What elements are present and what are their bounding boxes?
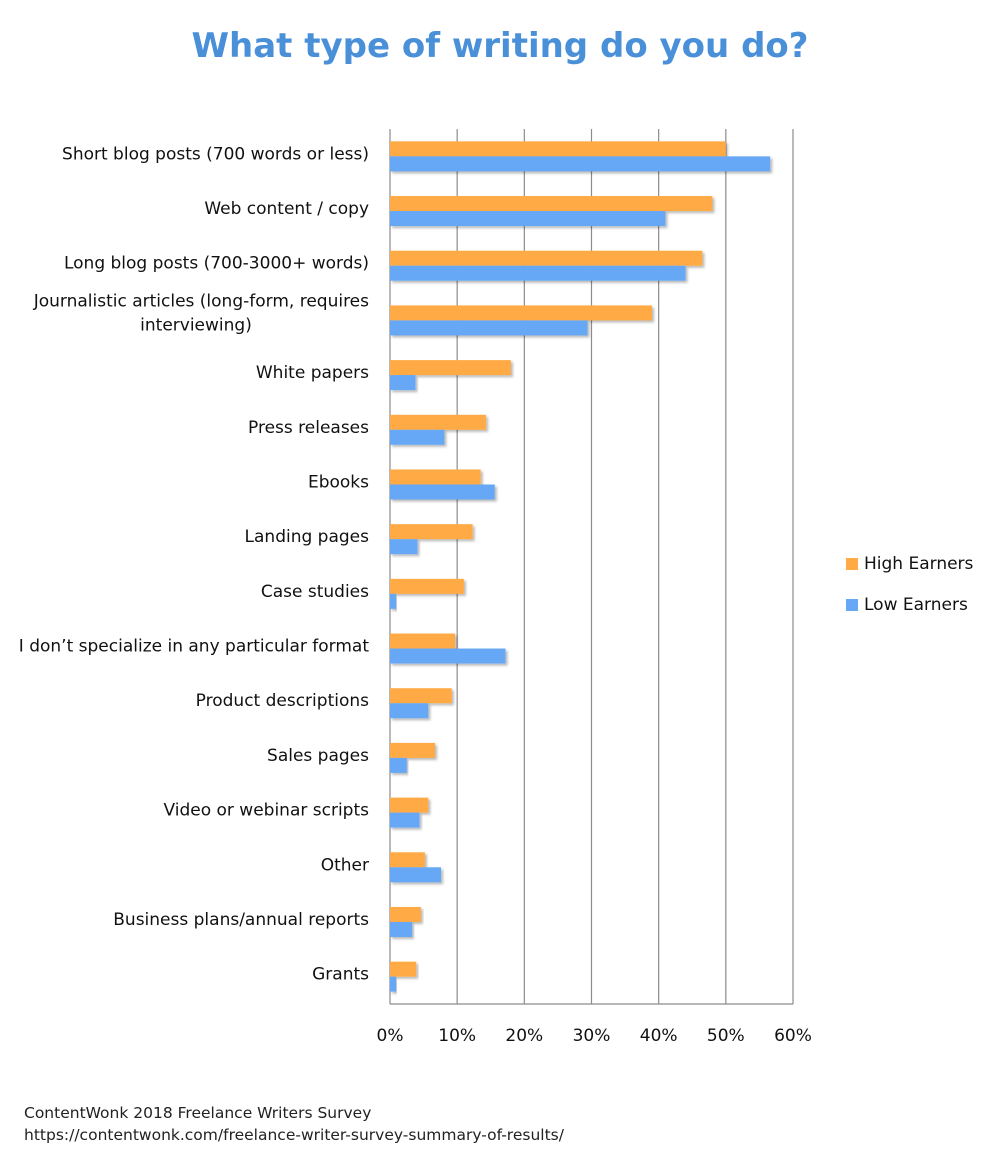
bar-high-earners-other [390, 852, 425, 868]
bar-low-earners-grants [390, 976, 397, 992]
chart-title: What type of writing do you do? [191, 26, 809, 66]
source-text: ContentWonk 2018 Freelance Writers Surve… [24, 1104, 372, 1122]
bar-high-earners-i-don-t-specialize-in-any-particular-format [390, 633, 456, 649]
bar-low-earners-other [390, 867, 442, 883]
footer: ContentWonk 2018 Freelance Writers Surve… [24, 1102, 564, 1146]
category-label: Ebooks [308, 472, 369, 492]
category-label: Short blog posts (700 words or less) [62, 144, 369, 164]
category-label: I don’t specialize in any particular for… [19, 637, 370, 657]
bar-low-earners-business-plans-annual-reports [390, 921, 413, 937]
bar-high-earners-landing-pages [390, 524, 473, 540]
bar-chart: Short blog posts (700 words or less) Web … [19, 129, 812, 1046]
bar-low-earners-web-content-copy [390, 211, 666, 227]
bar-low-earners-video-or-webinar-scripts [390, 812, 420, 828]
category-labels: Short blog posts (700 words or less) Web … [19, 144, 370, 984]
category-label: White papers [256, 363, 369, 383]
bar-low-earners-sales-pages [390, 757, 407, 773]
bar-low-earners-product-descriptions [390, 703, 429, 719]
bar-high-earners-white-papers [390, 360, 511, 376]
category-label: Other [321, 855, 369, 875]
bar-low-earners-press-releases [390, 429, 445, 445]
category-label: interviewing) [140, 315, 252, 335]
category-label: Web content / copy [204, 199, 369, 219]
x-tick-label: 30% [573, 1026, 611, 1046]
legend-label-low-earners: Low Earners [864, 595, 968, 615]
category-label: Long blog posts (700-3000+ words) [64, 254, 369, 274]
category-label: Case studies [261, 582, 369, 602]
legend: High Earners Low Earners [846, 552, 973, 634]
x-tick-label: 60% [774, 1026, 812, 1046]
category-label: Journalistic articles (long-form, requir… [33, 291, 369, 311]
bar-high-earners-video-or-webinar-scripts [390, 797, 429, 813]
bar-low-earners-i-don-t-specialize-in-any-particular-format [390, 648, 506, 664]
bars [390, 141, 771, 992]
legend-swatch-low-earners [846, 599, 858, 611]
bar-low-earners-landing-pages [390, 539, 418, 555]
x-tick-labels: 0% 10% 20% 30% 40% 50% 60% [377, 1026, 812, 1046]
bar-low-earners-case-studies [390, 593, 397, 609]
bar-high-earners-business-plans-annual-reports [390, 906, 421, 922]
category-label: Grants [312, 965, 369, 985]
bar-high-earners-web-content-copy [390, 196, 713, 212]
bar-low-earners-white-papers [390, 375, 416, 391]
x-tick-label: 50% [707, 1026, 745, 1046]
legend-item-high-earners: High Earners [846, 552, 973, 576]
bar-high-earners-grants [390, 961, 417, 977]
bar-low-earners-short-blog-posts-700-words-or-less [390, 156, 771, 172]
bar-high-earners-long-blog-posts-700-3000-words [390, 250, 703, 266]
bar-high-earners-product-descriptions [390, 688, 452, 704]
x-tick-label: 40% [640, 1026, 678, 1046]
legend-swatch-high-earners [846, 558, 858, 570]
x-tick-label: 10% [438, 1026, 476, 1046]
bar-high-earners-ebooks [390, 469, 481, 485]
legend-label-high-earners: High Earners [864, 554, 974, 574]
bar-low-earners-long-blog-posts-700-3000-words [390, 265, 686, 281]
bar-high-earners-sales-pages [390, 742, 436, 758]
bar-high-earners-short-blog-posts-700-words-or-less [390, 141, 726, 157]
category-label: Business plans/annual reports [113, 910, 369, 930]
category-label: Product descriptions [196, 691, 369, 711]
bar-high-earners-journalistic-articles-long-form-requires-interviewing [390, 305, 652, 321]
x-tick-label: 20% [505, 1026, 543, 1046]
bar-high-earners-case-studies [390, 578, 464, 594]
category-label: Video or webinar scripts [163, 801, 369, 821]
legend-item-low-earners: Low Earners [846, 593, 973, 617]
category-label: Landing pages [245, 527, 370, 547]
bar-high-earners-press-releases [390, 414, 487, 430]
source-url: https://contentwonk.com/freelance-writer… [24, 1126, 564, 1144]
bar-low-earners-journalistic-articles-long-form-requires-interviewing [390, 320, 588, 336]
category-label: Sales pages [267, 746, 369, 766]
x-tick-label: 0% [377, 1026, 404, 1046]
category-label: Press releases [248, 418, 369, 438]
bar-low-earners-ebooks [390, 484, 495, 500]
